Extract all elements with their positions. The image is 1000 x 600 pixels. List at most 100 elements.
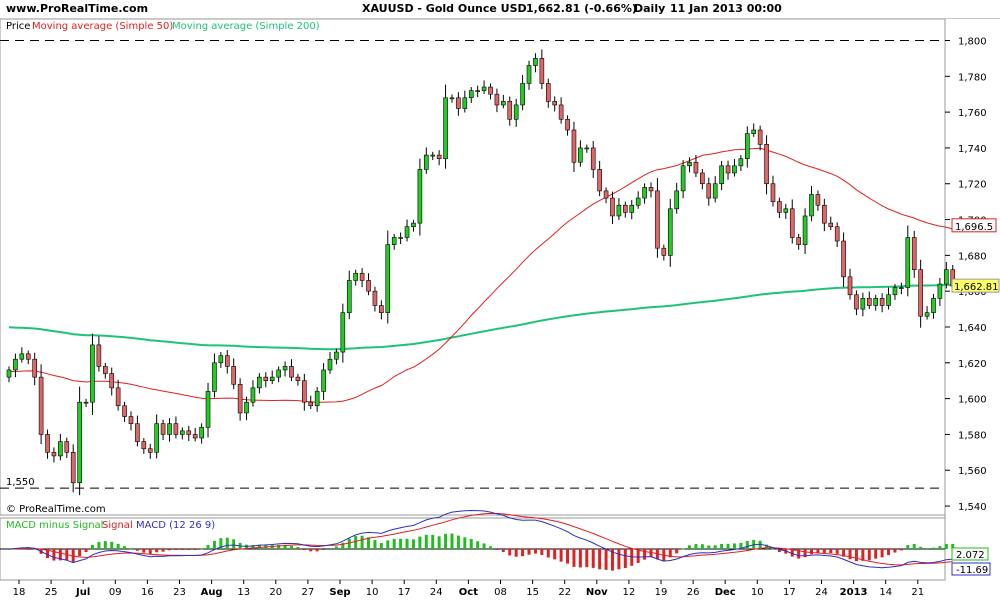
candle-body[interactable] [507,101,513,120]
candle-body[interactable] [231,366,236,385]
candle-body[interactable] [860,298,866,310]
candle-body[interactable] [423,154,429,170]
candle-body[interactable] [744,133,750,159]
candle-body[interactable] [700,172,705,185]
candle-body[interactable] [64,441,70,453]
candle-body[interactable] [282,366,288,371]
candle-body[interactable] [777,201,782,213]
candle-body[interactable] [475,90,480,92]
candle-body[interactable] [533,58,538,66]
candle-body[interactable] [205,391,211,428]
candle-body[interactable] [160,423,166,435]
candle-body[interactable] [520,83,525,106]
candle-body[interactable] [655,190,660,249]
candle-body[interactable] [314,391,320,407]
candle-body[interactable] [212,362,217,392]
candle-body[interactable] [937,283,943,299]
candle-body[interactable] [918,269,923,317]
candle-body[interactable] [706,183,712,199]
candle-body[interactable] [719,165,724,185]
candle-body[interactable] [513,104,519,120]
candle-body[interactable] [417,169,423,224]
candle-body[interactable] [873,298,879,306]
candle-body[interactable] [141,441,147,450]
candle-body[interactable] [366,280,371,292]
candle-body[interactable] [854,294,859,310]
candle-body[interactable] [552,101,558,106]
candle-body[interactable] [186,430,192,435]
candle-body[interactable] [167,423,172,435]
candle-body[interactable] [321,369,326,392]
candle-body[interactable] [70,452,76,484]
candle-body[interactable] [879,298,885,306]
candle-body[interactable] [295,376,301,382]
candle-body[interactable] [308,401,314,407]
candle-body[interactable] [751,129,757,134]
candle-body[interactable] [590,147,596,170]
candle-body[interactable] [334,351,339,360]
candle-body[interactable] [578,147,583,163]
candle-body[interactable] [199,426,204,439]
candle-body[interactable] [886,294,891,306]
candle-body[interactable] [693,161,699,174]
candle-body[interactable] [610,197,615,217]
candle-body[interactable] [135,423,140,442]
candle-body[interactable] [58,441,63,457]
candle-body[interactable] [32,358,37,378]
candle-body[interactable] [96,344,102,367]
candle-body[interactable] [398,237,403,239]
candle-body[interactable] [822,204,827,224]
candle-body[interactable] [250,387,256,403]
candle-body[interactable] [648,187,654,192]
candle-body[interactable] [571,129,577,163]
candle-body[interactable] [757,129,763,145]
candle-body[interactable] [789,208,795,238]
candle-body[interactable] [385,244,391,313]
candle-body[interactable] [443,97,448,159]
candle-body[interactable] [732,165,737,174]
candle-body[interactable] [154,423,159,453]
candle-body[interactable] [115,387,121,407]
candle-body[interactable] [802,215,808,245]
candle-body[interactable] [128,416,134,424]
candle-body[interactable] [642,187,647,199]
candle-body[interactable] [276,369,281,378]
candle-body[interactable] [584,147,590,150]
candle-body[interactable] [481,86,487,91]
candle-body[interactable] [667,208,673,256]
candle-body[interactable] [629,204,635,213]
candle-body[interactable] [545,83,551,102]
candle-body[interactable] [25,353,31,360]
candle-body[interactable] [712,183,718,199]
candle-body[interactable] [77,401,82,484]
candle-body[interactable] [391,237,397,245]
candle-body[interactable] [770,183,776,202]
candle-body[interactable] [680,165,686,192]
candle-body[interactable] [327,358,333,371]
candle-body[interactable] [539,58,545,84]
candle-body[interactable] [635,197,641,206]
candle-body[interactable] [173,423,179,435]
candle-body[interactable] [372,290,378,306]
candle-body[interactable] [38,376,44,435]
candle-body[interactable] [51,452,57,457]
candle-body[interactable] [866,298,872,306]
candle-body[interactable] [340,312,346,353]
candle-body[interactable] [103,366,108,374]
candle-body[interactable] [796,237,801,245]
candle-body[interactable] [462,97,468,109]
candle-body[interactable] [597,169,602,192]
candle-body[interactable] [6,369,12,378]
candle-body[interactable] [558,104,564,120]
candle-body[interactable] [841,240,846,278]
candle-body[interactable] [192,434,198,439]
candle-body[interactable] [526,65,532,84]
candle-body[interactable] [892,287,898,296]
candle-body[interactable] [147,448,153,453]
candle-body[interactable] [109,373,115,389]
candle-body[interactable] [449,97,455,100]
candle-body[interactable] [905,237,911,288]
candle-body[interactable] [269,376,275,382]
candle-body[interactable] [687,161,692,167]
